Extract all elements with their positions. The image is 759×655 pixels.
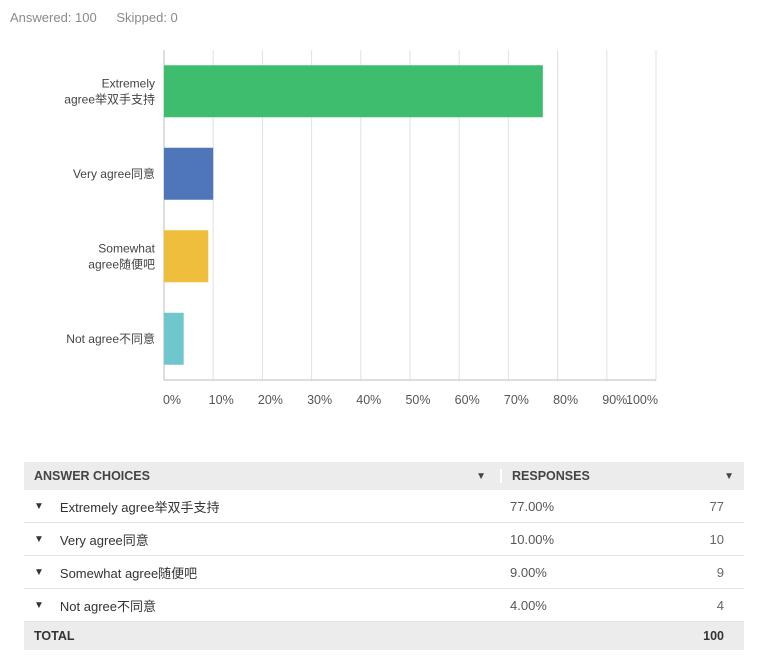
table-row[interactable]: ▼ Somewhat agree随便吧 9.00% 9 (24, 556, 744, 589)
table-row[interactable]: ▼ Not agree不同意 4.00% 4 (24, 589, 744, 622)
response-percent: 10.00% (510, 531, 555, 547)
x-tick-label: 60% (455, 393, 480, 407)
x-tick-label: 50% (405, 393, 430, 407)
x-tick-label: 30% (307, 393, 332, 407)
answer-label: Not agree不同意 (59, 598, 156, 614)
x-tick-label: 10% (209, 393, 234, 407)
answer-choices-header[interactable]: ANSWER CHOICES ▼ (24, 469, 502, 483)
category-label: Not agree不同意 (66, 331, 155, 346)
response-count: 4 (716, 597, 724, 613)
sort-caret-icon[interactable]: ▼ (724, 470, 734, 482)
response-percent: 9.00% (510, 564, 547, 580)
x-tick-label: 70% (504, 393, 529, 407)
answer-choice: ▼ Somewhat agree随便吧 (24, 563, 510, 582)
expand-triangle-icon[interactable]: ▼ (34, 500, 44, 512)
x-tick-label: 80% (553, 393, 578, 407)
category-label: Very agree同意 (73, 166, 155, 181)
x-tick-label: 20% (258, 393, 283, 407)
skipped-count: Skipped: 0 (116, 10, 178, 25)
table-header: ANSWER CHOICES ▼ RESPONSES ▼ (24, 462, 744, 490)
category-label: agree随便吧 (88, 256, 155, 271)
response-count: 10 (709, 531, 724, 547)
answer-choice: ▼ Extremely agree举双手支持 (24, 497, 510, 516)
expand-triangle-icon[interactable]: ▼ (34, 533, 44, 545)
category-label: Somewhat (98, 241, 155, 255)
answer-choice: ▼ Very agree同意 (24, 530, 510, 549)
answered-count: Answered: 100 (10, 10, 97, 25)
total-count: 100 (703, 629, 724, 643)
answer-label: Somewhat agree随便吧 (59, 565, 198, 581)
total-label: TOTAL (34, 629, 75, 643)
expand-triangle-icon[interactable]: ▼ (34, 599, 44, 611)
x-tick-label: 40% (356, 393, 381, 407)
table-row[interactable]: ▼ Extremely agree举双手支持 77.00% 77 (24, 490, 744, 523)
response-percent: 77.00% (510, 498, 555, 514)
response-count: 9 (716, 564, 724, 580)
category-label: Extremely (102, 76, 155, 90)
expand-triangle-icon[interactable]: ▼ (34, 566, 44, 578)
bar (164, 147, 214, 200)
answer-label: Very agree同意 (59, 532, 149, 548)
answer-label: Extremely agree举双手支持 (59, 499, 220, 515)
responses-table: ANSWER CHOICES ▼ RESPONSES ▼ ▼ Extremely … (24, 462, 744, 650)
sort-caret-icon[interactable]: ▼ (476, 470, 486, 482)
table-row[interactable]: ▼ Very agree同意 10.00% 10 (24, 523, 744, 556)
bar-chart: 0% 10% 20% 30% 40% 50% 60% 70% 80% 90%100% Extreme… (64, 50, 658, 407)
response-summary: Answered: 100 Skipped: 0 (10, 10, 194, 25)
total-row: TOTAL 100 (24, 622, 744, 650)
response-percent: 4.00% (510, 597, 547, 613)
x-tick-label: 90% (602, 393, 627, 407)
bar (164, 230, 209, 283)
x-tick-label: 100% (626, 393, 658, 407)
responses-header[interactable]: RESPONSES ▼ (512, 469, 734, 483)
response-count: 77 (709, 498, 724, 514)
bar (164, 65, 543, 118)
category-label: agree举双手支持 (64, 91, 155, 106)
x-tick-label: 0% (163, 393, 181, 407)
answer-choice: ▼ Not agree不同意 (24, 596, 510, 615)
bar (164, 312, 184, 365)
